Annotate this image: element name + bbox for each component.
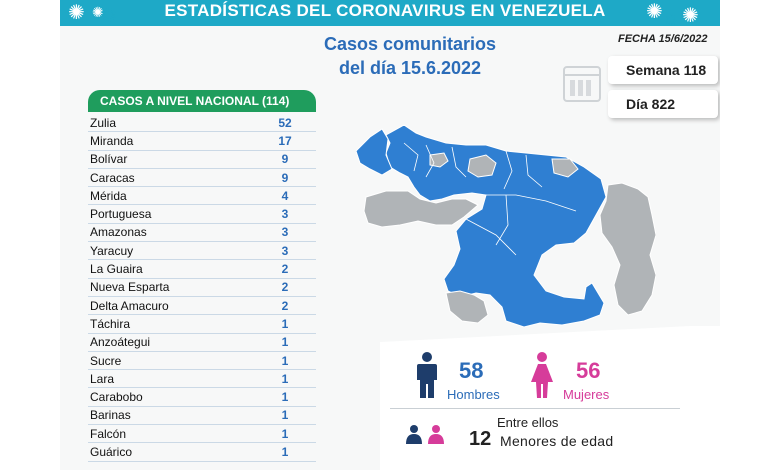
- state-cases: 1: [281, 426, 289, 441]
- state-name: Anzoátegui: [90, 335, 151, 350]
- state-name: Barinas: [90, 408, 131, 423]
- state-cases: 52: [278, 115, 292, 130]
- table-row: Táchira 1: [88, 315, 316, 334]
- state-name: Amazonas: [90, 225, 147, 240]
- woman-icon: [531, 352, 553, 398]
- women-count: 56: [576, 358, 601, 383]
- date-label: FECHA 15/6/2022: [618, 33, 708, 45]
- divider: [390, 408, 680, 409]
- state-name: Miranda: [90, 133, 134, 148]
- state-cases: 1: [281, 371, 289, 386]
- table-row: Mérida 4: [88, 187, 316, 206]
- table-row: Bolívar 9: [88, 151, 316, 169]
- calendar-icon: [563, 66, 601, 102]
- state-cases: 1: [281, 408, 289, 423]
- table-row: Guárico 1: [88, 443, 316, 462]
- venezuela-map: [356, 124, 656, 328]
- stats-panel-bg: [380, 326, 720, 470]
- national-cases-header: CASOS A NIVEL NACIONAL (114): [88, 90, 316, 112]
- state-name: Zulia: [90, 115, 117, 130]
- state-name: Táchira: [90, 316, 131, 331]
- table-row: Anzoátegui 1: [88, 334, 316, 352]
- minors-intro: Entre ellos: [497, 415, 559, 430]
- cases-table: Zulia 52 Miranda 17 Bolívar 9 Caracas 9 Mérida 4 P…: [88, 114, 316, 462]
- state-name: Delta Amacuro: [90, 298, 169, 313]
- state-name: Sucre: [90, 353, 122, 368]
- subtitle-line1: Casos comunitarios: [323, 34, 497, 54]
- state-cases: 17: [278, 133, 292, 148]
- map-region-gray: [363, 190, 479, 228]
- table-row: Sucre 1: [88, 352, 316, 371]
- state-name: Yaracuy: [90, 243, 134, 258]
- man-icon: [417, 352, 437, 398]
- map-region-gray: [445, 290, 489, 324]
- subtitle-line2: del día 15.6.2022: [338, 58, 482, 78]
- table-row: La Guaira 2: [88, 260, 316, 279]
- state-name: Mérida: [90, 188, 127, 203]
- minors-count: 12: [469, 428, 492, 450]
- virus-icon: ✺: [682, 5, 699, 27]
- table-row: Caracas 9: [88, 169, 316, 188]
- map-region-gray: [551, 158, 579, 178]
- state-name: Portuguesa: [90, 207, 152, 222]
- virus-icon: ✺: [664, 13, 678, 30]
- state-name: Guárico: [90, 444, 133, 459]
- virus-icon: ✺: [646, 1, 663, 23]
- state-cases: 4: [281, 188, 289, 203]
- day-badge: Día 822: [608, 90, 718, 118]
- table-row: Amazonas 3: [88, 224, 316, 243]
- map-border: [403, 142, 577, 256]
- state-cases: 2: [281, 298, 289, 313]
- state-cases: 2: [281, 280, 289, 295]
- table-row: Barinas 1: [88, 407, 316, 426]
- virus-icon: ✺: [92, 4, 104, 20]
- state-name: Lara: [90, 371, 115, 386]
- state-cases: 2: [281, 262, 289, 277]
- table-row: Lara 1: [88, 370, 316, 389]
- state-name: Caracas: [90, 170, 135, 185]
- children-icon: [406, 425, 444, 444]
- state-name: La Guaira: [90, 262, 143, 277]
- state-cases: 9: [281, 152, 289, 167]
- table-row: Nueva Esparta 2: [88, 279, 316, 297]
- state-cases: 1: [281, 444, 289, 459]
- state-cases: 1: [281, 316, 289, 331]
- map-region-gray: [429, 152, 449, 168]
- state-cases: 1: [281, 353, 289, 368]
- virus-icon: ✺: [68, 2, 85, 24]
- state-cases: 1: [281, 335, 289, 350]
- table-row: Zulia 52: [88, 114, 316, 133]
- table-row: Miranda 17: [88, 132, 316, 151]
- state-cases: 3: [281, 243, 289, 258]
- subtitle: Casos comunitarios del día 15.6.2022: [290, 32, 530, 80]
- header-banner: [60, 0, 720, 26]
- state-cases: 9: [281, 170, 289, 185]
- state-name: Falcón: [90, 426, 127, 441]
- header-title: ESTADÍSTICAS DEL CORONAVIRUS EN VENEZUEL…: [164, 1, 606, 20]
- map-region-blue: [385, 124, 607, 328]
- table-row: Carabobo 1: [88, 388, 316, 407]
- state-name: Nueva Esparta: [90, 280, 170, 295]
- women-label: Mujeres: [563, 387, 610, 402]
- week-badge: Semana 118: [608, 56, 718, 84]
- state-cases: 1: [281, 390, 289, 405]
- minors-label: Menores de edad: [500, 433, 614, 449]
- men-label: Hombres: [447, 387, 500, 402]
- state-cases: 3: [281, 225, 289, 240]
- map-region-gray: [467, 154, 497, 178]
- virus-icon: ✺: [100, 5, 117, 27]
- infographic-card: ESTADÍSTICAS DEL CORONAVIRUS EN VENEZUEL…: [60, 0, 720, 470]
- table-row: Portuguesa 3: [88, 205, 316, 224]
- table-row: Falcón 1: [88, 425, 316, 444]
- table-row: Delta Amacuro 2: [88, 297, 316, 316]
- men-count: 58: [459, 358, 484, 383]
- map-region-gray: [599, 182, 656, 316]
- state-name: Carabobo: [90, 390, 143, 405]
- map-region-blue: [356, 128, 393, 176]
- state-name: Bolívar: [90, 152, 128, 167]
- table-row: Yaracuy 3: [88, 242, 316, 261]
- state-cases: 3: [281, 207, 289, 222]
